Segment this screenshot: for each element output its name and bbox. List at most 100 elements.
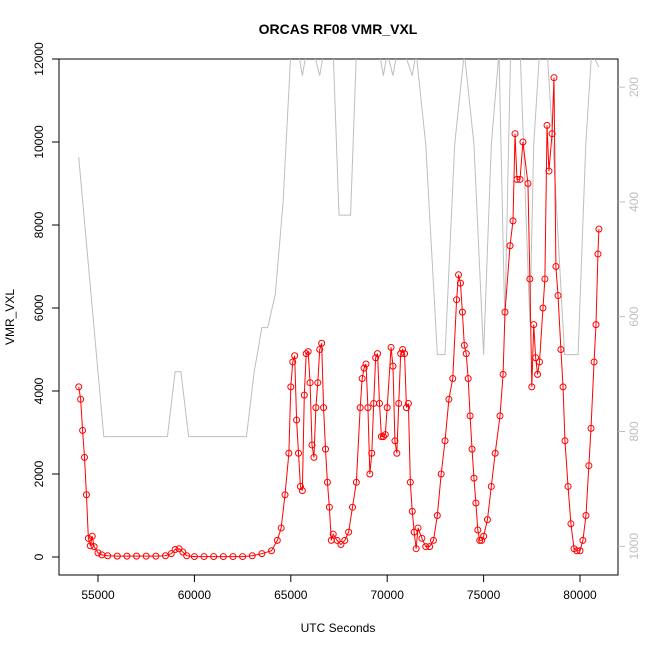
data-point bbox=[362, 360, 370, 368]
data-point bbox=[418, 534, 426, 542]
data-point bbox=[360, 364, 368, 372]
x-tick-label: 65000 bbox=[274, 588, 308, 602]
data-point bbox=[585, 462, 593, 470]
data-point bbox=[468, 445, 476, 453]
data-point bbox=[348, 503, 356, 511]
data-point bbox=[592, 321, 600, 329]
data-point bbox=[541, 275, 549, 283]
y2-tick-label: 1000 bbox=[627, 533, 641, 560]
data-point bbox=[458, 308, 466, 316]
data-point bbox=[291, 352, 299, 360]
data-point bbox=[530, 321, 538, 329]
data-point bbox=[152, 552, 160, 560]
data-point bbox=[548, 130, 556, 138]
data-point bbox=[79, 426, 87, 434]
data-point bbox=[410, 528, 418, 536]
y-tick-label: 2000 bbox=[32, 460, 46, 487]
data-point bbox=[306, 379, 314, 387]
data-point bbox=[322, 445, 330, 453]
data-point bbox=[496, 412, 504, 420]
data-point bbox=[75, 383, 83, 391]
data-point bbox=[341, 536, 349, 544]
data-point bbox=[414, 524, 422, 532]
data-point bbox=[539, 304, 547, 312]
data-point bbox=[590, 358, 598, 366]
data-point bbox=[375, 399, 383, 407]
y2-tick-label: 600 bbox=[627, 306, 641, 326]
data-point bbox=[445, 395, 453, 403]
data-point bbox=[595, 225, 603, 233]
data-point bbox=[352, 478, 360, 486]
data-point bbox=[133, 552, 141, 560]
data-point bbox=[210, 553, 218, 561]
data-point bbox=[499, 370, 507, 378]
data-point bbox=[506, 242, 514, 250]
data-point bbox=[273, 536, 281, 544]
data-point bbox=[368, 449, 376, 457]
data-point bbox=[437, 470, 445, 478]
plot-area bbox=[75, 59, 603, 561]
data-point bbox=[389, 362, 397, 370]
data-point bbox=[474, 526, 482, 534]
data-point bbox=[314, 379, 322, 387]
data-point bbox=[82, 491, 90, 499]
x-axis-label: UTC Seconds bbox=[301, 621, 376, 635]
data-point bbox=[402, 404, 410, 412]
data-point bbox=[94, 549, 102, 557]
data-point bbox=[480, 532, 488, 540]
data-point bbox=[561, 437, 569, 445]
data-point bbox=[557, 345, 565, 353]
data-point bbox=[183, 552, 191, 560]
data-point bbox=[167, 550, 175, 558]
data-point bbox=[476, 536, 484, 544]
data-point bbox=[84, 534, 92, 542]
y-tick-label: 10000 bbox=[32, 125, 46, 159]
data-point bbox=[455, 271, 463, 279]
x-tick-label: 70000 bbox=[371, 588, 405, 602]
data-point bbox=[90, 543, 98, 551]
data-point bbox=[393, 449, 401, 457]
data-point bbox=[287, 383, 295, 391]
data-point bbox=[526, 275, 534, 283]
data-point bbox=[345, 528, 353, 536]
data-point bbox=[412, 545, 420, 553]
data-point bbox=[594, 250, 602, 258]
data-point bbox=[408, 507, 416, 515]
data-point bbox=[554, 292, 562, 300]
data-point bbox=[534, 370, 542, 378]
data-point bbox=[300, 391, 308, 399]
data-point bbox=[573, 547, 581, 555]
data-point bbox=[536, 358, 544, 366]
data-point bbox=[401, 350, 409, 358]
data-point bbox=[302, 350, 310, 358]
data-point bbox=[77, 395, 85, 403]
data-point bbox=[478, 536, 486, 544]
data-point bbox=[587, 424, 595, 432]
data-point bbox=[285, 449, 293, 457]
data-point bbox=[511, 130, 519, 138]
y2-tick-label: 200 bbox=[627, 77, 641, 97]
data-point bbox=[404, 399, 412, 407]
data-point bbox=[277, 524, 285, 532]
data-point bbox=[86, 542, 94, 550]
data-point bbox=[312, 404, 320, 412]
data-point bbox=[366, 470, 374, 478]
data-point bbox=[372, 354, 380, 362]
data-point bbox=[310, 453, 318, 461]
data-point bbox=[190, 553, 198, 561]
y-tick-label: 12000 bbox=[32, 42, 46, 76]
data-point bbox=[304, 348, 312, 356]
data-point bbox=[466, 412, 474, 420]
data-point bbox=[513, 175, 521, 183]
data-point bbox=[364, 404, 372, 412]
data-point bbox=[545, 167, 553, 175]
data-point bbox=[397, 350, 405, 358]
data-point bbox=[113, 552, 121, 560]
data-point bbox=[426, 543, 434, 551]
data-point bbox=[519, 138, 527, 146]
data-point bbox=[564, 482, 572, 490]
data-point bbox=[559, 383, 567, 391]
data-point bbox=[456, 279, 464, 287]
data-point bbox=[399, 345, 407, 353]
